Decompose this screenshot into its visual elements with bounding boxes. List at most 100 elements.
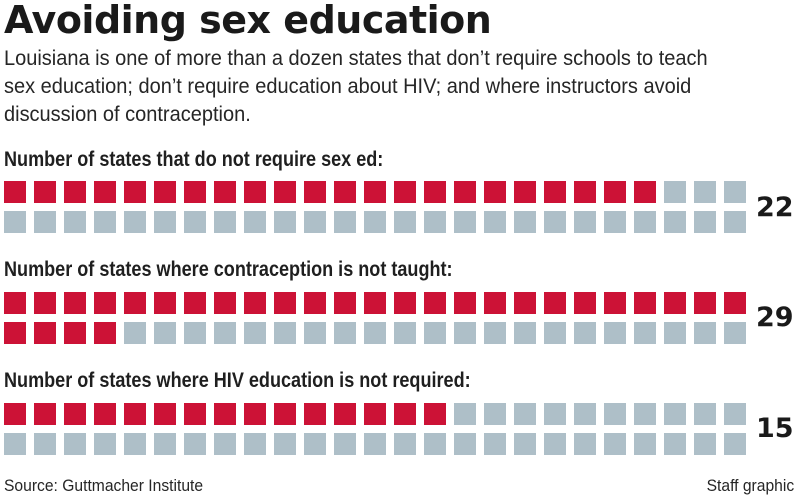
state-square-highlighted (424, 403, 446, 425)
state-square-highlighted (34, 181, 56, 203)
state-square-highlighted (394, 292, 416, 314)
state-square (184, 433, 206, 455)
state-square (724, 322, 746, 344)
state-square (514, 211, 536, 233)
state-square (544, 322, 566, 344)
state-square-highlighted (484, 292, 506, 314)
state-square (664, 433, 686, 455)
state-square (724, 181, 746, 203)
state-square-highlighted (184, 292, 206, 314)
state-square-highlighted (334, 292, 356, 314)
state-square (634, 433, 656, 455)
state-square (634, 403, 656, 425)
state-square-highlighted (274, 292, 296, 314)
state-square-highlighted (394, 181, 416, 203)
state-square (244, 322, 266, 344)
state-square-highlighted (334, 181, 356, 203)
state-square (184, 322, 206, 344)
state-square (214, 211, 236, 233)
state-square-highlighted (244, 292, 266, 314)
state-square (514, 322, 536, 344)
state-square (574, 403, 596, 425)
state-square (724, 403, 746, 425)
state-square-highlighted (154, 181, 176, 203)
state-square-highlighted (64, 322, 86, 344)
state-square (544, 211, 566, 233)
state-square (454, 322, 476, 344)
state-square (124, 211, 146, 233)
state-square (304, 322, 326, 344)
state-square-highlighted (304, 403, 326, 425)
state-square-highlighted (94, 292, 116, 314)
state-square (694, 322, 716, 344)
state-square-highlighted (634, 181, 656, 203)
state-square (364, 322, 386, 344)
state-square (124, 322, 146, 344)
state-square-highlighted (4, 181, 26, 203)
section-label-sex-ed: Number of states that do not require sex… (4, 148, 384, 171)
state-square (664, 211, 686, 233)
credit-note: Staff graphic (706, 476, 794, 495)
state-square (394, 211, 416, 233)
state-square (664, 181, 686, 203)
state-square (154, 433, 176, 455)
state-square (64, 433, 86, 455)
state-square (604, 433, 626, 455)
state-square (34, 433, 56, 455)
state-square (514, 403, 536, 425)
state-square (604, 211, 626, 233)
value-contraception: 29 (756, 302, 794, 333)
state-square-highlighted (64, 292, 86, 314)
state-square (274, 211, 296, 233)
value-hiv: 15 (756, 413, 794, 444)
state-square (304, 211, 326, 233)
section-label-hiv: Number of states where HIV education is … (4, 369, 471, 392)
state-square-highlighted (454, 181, 476, 203)
waffle-row (4, 292, 749, 314)
state-square (274, 433, 296, 455)
state-square-highlighted (364, 181, 386, 203)
state-square (214, 322, 236, 344)
state-square-highlighted (544, 292, 566, 314)
state-square-highlighted (364, 292, 386, 314)
state-square-highlighted (604, 181, 626, 203)
state-square (154, 211, 176, 233)
state-square (364, 433, 386, 455)
state-square (634, 322, 656, 344)
chart-subtitle: Louisiana is one of more than a dozen st… (4, 46, 708, 126)
state-square (664, 403, 686, 425)
value-sex-ed: 22 (756, 192, 794, 223)
state-square-highlighted (634, 292, 656, 314)
state-square (724, 211, 746, 233)
state-square (94, 211, 116, 233)
state-square-highlighted (94, 181, 116, 203)
state-square-highlighted (244, 403, 266, 425)
state-square (484, 211, 506, 233)
state-square (694, 181, 716, 203)
state-square (94, 433, 116, 455)
state-square-highlighted (184, 403, 206, 425)
state-square (304, 433, 326, 455)
state-square-highlighted (514, 292, 536, 314)
state-square-highlighted (34, 322, 56, 344)
state-square (4, 433, 26, 455)
state-square-highlighted (304, 181, 326, 203)
state-square (484, 403, 506, 425)
waffle-grid-contraception (4, 292, 749, 352)
chart-title: Avoiding sex education (4, 0, 492, 42)
state-square (484, 322, 506, 344)
state-square (544, 403, 566, 425)
state-square-highlighted (94, 322, 116, 344)
state-square (574, 433, 596, 455)
waffle-row (4, 403, 749, 425)
state-square (514, 433, 536, 455)
state-square (694, 433, 716, 455)
state-square-highlighted (334, 403, 356, 425)
state-square (34, 211, 56, 233)
waffle-row (4, 433, 749, 455)
state-square-highlighted (394, 403, 416, 425)
state-square-highlighted (94, 403, 116, 425)
state-square (244, 211, 266, 233)
state-square (694, 211, 716, 233)
state-square-highlighted (154, 403, 176, 425)
